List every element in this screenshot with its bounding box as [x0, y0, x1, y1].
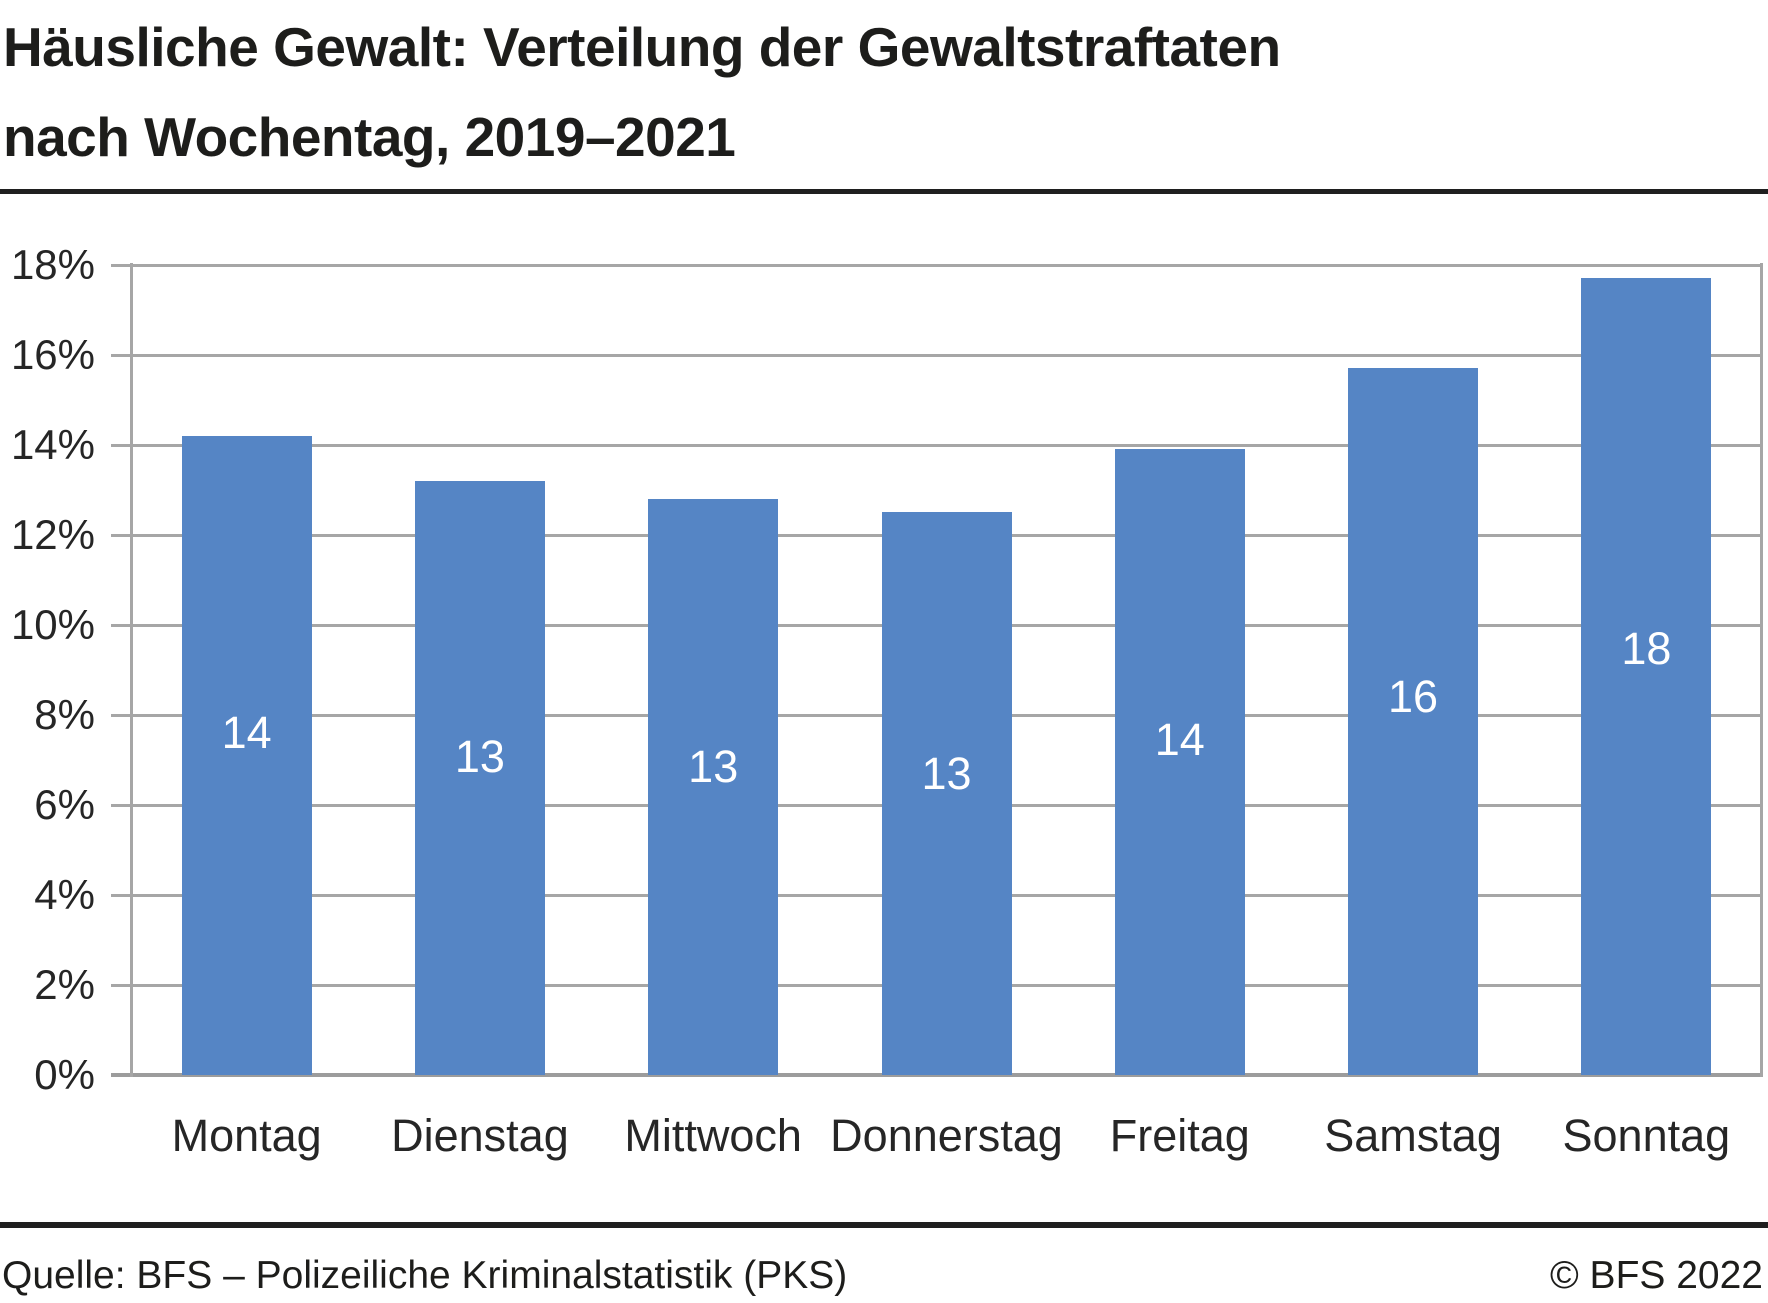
bar-value-label-freitag: 14	[1154, 714, 1205, 766]
bar-sonntag: 18	[1581, 278, 1712, 1075]
bar-value-label-dienstag: 13	[454, 731, 505, 783]
bar-samstag: 16	[1348, 368, 1479, 1075]
gridline-14	[130, 443, 1763, 447]
y-axis-label-10: 10%	[10, 601, 95, 648]
y-tick-16	[111, 353, 130, 357]
bar-value-label-samstag: 16	[1388, 670, 1439, 722]
y-tick-8	[111, 713, 130, 717]
y-axis-label-6: 6%	[34, 781, 95, 828]
footer-divider-rule	[0, 1222, 1768, 1228]
x-axis-label-donnerstag: Donnerstag	[830, 1110, 1063, 1161]
y-tick-2	[111, 983, 130, 987]
x-axis-label-freitag: Freitag	[1109, 1110, 1250, 1161]
y-tick-12	[111, 533, 130, 537]
chart-title-line1: Häusliche Gewalt: Verteilung der Gewalts…	[3, 16, 1281, 78]
y-axis-label-14: 14%	[10, 421, 95, 468]
y-tick-0	[111, 1073, 130, 1077]
y-axis-label-16: 16%	[10, 331, 95, 378]
chart-title-line2: nach Wochentag, 2019–2021	[3, 106, 736, 168]
x-axis-label-sonntag: Sonntag	[1562, 1110, 1731, 1161]
x-axis-label-samstag: Samstag	[1324, 1110, 1502, 1161]
y-tick-18	[111, 263, 130, 267]
source-note: Quelle: BFS – Polizeiliche Kriminalstati…	[2, 1254, 848, 1297]
y-tick-14	[111, 443, 130, 447]
bar-freitag: 14	[1114, 449, 1245, 1075]
x-axis-label-mittwoch: Mittwoch	[624, 1110, 802, 1161]
chart-title: Häusliche Gewalt: Verteilung der Gewalts…	[3, 2, 1743, 182]
bar-value-label-mittwoch: 13	[688, 740, 739, 792]
y-tick-4	[111, 893, 130, 897]
y-axis-line	[130, 263, 133, 1077]
y-axis-label-2: 2%	[34, 961, 95, 1008]
copyright-note: © BFS 2022	[1549, 1254, 1763, 1297]
bar-dienstag: 13	[414, 481, 545, 1075]
plot-right-border	[1760, 263, 1763, 1077]
bar-value-label-sonntag: 18	[1621, 622, 1672, 674]
x-axis-label-montag: Montag	[171, 1110, 322, 1161]
y-axis-label-12: 12%	[10, 511, 95, 558]
gridline-18	[130, 263, 1763, 267]
title-divider-rule	[0, 189, 1768, 194]
y-axis-label-8: 8%	[34, 691, 95, 738]
gridline-16	[130, 353, 1763, 357]
gridline-0	[130, 1073, 1763, 1077]
y-axis-label-0: 0%	[34, 1051, 95, 1098]
bar-montag: 14	[181, 436, 312, 1075]
y-tick-6	[111, 803, 130, 807]
bar-value-label-donnerstag: 13	[921, 747, 972, 799]
bar-donnerstag: 13	[881, 512, 1012, 1075]
y-axis-label-4: 4%	[34, 871, 95, 918]
y-tick-10	[111, 623, 130, 627]
bar-mittwoch: 13	[648, 499, 779, 1075]
y-axis-label-18: 18%	[10, 241, 95, 288]
bar-value-label-montag: 14	[221, 707, 272, 759]
x-axis-label-dienstag: Dienstag	[391, 1110, 569, 1161]
